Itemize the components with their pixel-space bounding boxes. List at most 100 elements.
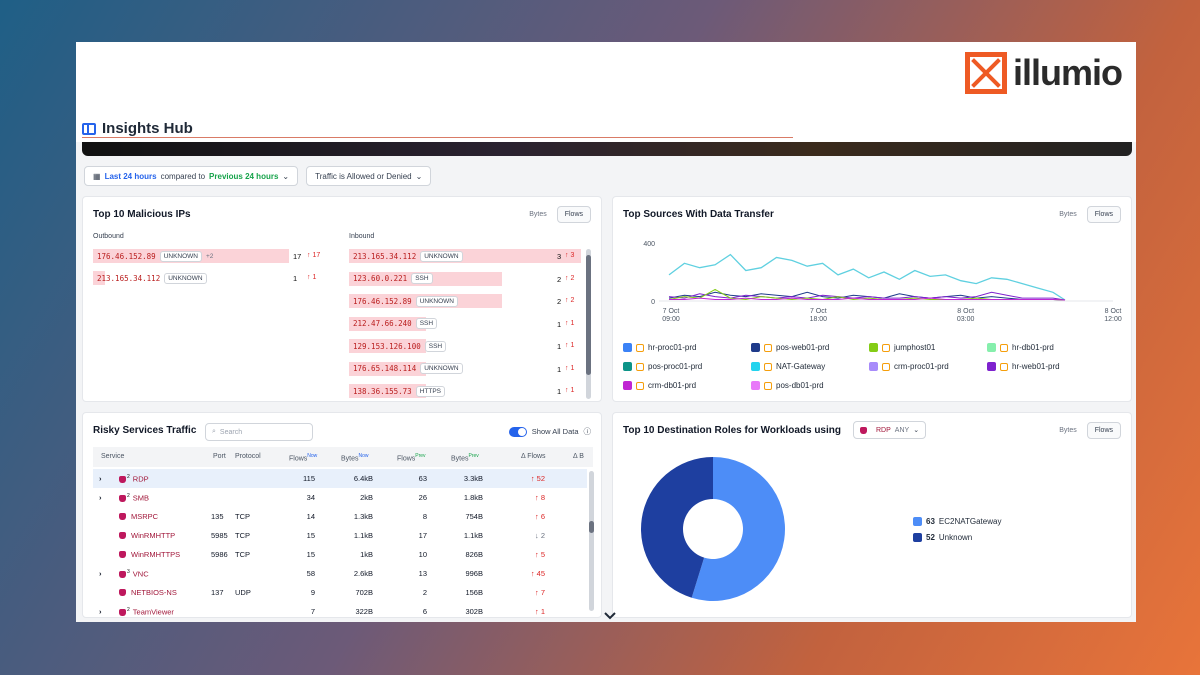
legend-item[interactable]: pos-db01-prd: [751, 381, 824, 390]
flows-prev-cell: 26: [418, 493, 427, 502]
col-bytes-prev[interactable]: BytesPrev: [451, 453, 479, 463]
col-delta-flows[interactable]: Δ Flows: [521, 453, 546, 460]
expand-row-icon[interactable]: ›: [99, 607, 102, 616]
col-delta-bytes[interactable]: Δ B: [573, 453, 584, 460]
inbound-ip-row[interactable]: 212.47.66.240 SSH 1 ↑ 1: [349, 316, 581, 331]
legend-checkbox[interactable]: [751, 343, 760, 352]
x-tick-label: 8 Oct 03:00: [957, 308, 975, 323]
table-row[interactable]: MSRPC 135 TCP 14 1.3kB 8 754B ↑ 6: [93, 507, 587, 526]
port-cell: 137: [211, 588, 224, 597]
table-row[interactable]: NETBIOS-NS 137 UDP 9 702B 2 156B ↑ 7: [93, 583, 587, 602]
inbound-ip-row[interactable]: 176.65.148.114 UNKNOWN 1 ↑ 1: [349, 361, 581, 376]
outbound-ip-row[interactable]: 176.46.152.89 UNKNOWN +2 17 ↑ 17: [93, 249, 329, 263]
table-row[interactable]: › 3 VNC 58 2.6kB 13 996B ↑ 45: [93, 564, 587, 583]
ip-count: 17: [293, 252, 302, 261]
legend-checkbox[interactable]: [751, 381, 760, 390]
legend-checkbox[interactable]: [623, 362, 632, 371]
bytes-toggle[interactable]: Bytes: [1059, 427, 1077, 434]
flows-now-cell: 7: [310, 607, 315, 616]
workload-icon: [764, 381, 772, 390]
protocol-cell: TCP: [235, 531, 250, 540]
legend-item[interactable]: 63 EC2NATGateway: [913, 517, 1001, 526]
show-all-toggle[interactable]: [508, 426, 527, 437]
search-icon: ⌕: [212, 428, 216, 435]
bytes-prev-cell: 1.1kB: [463, 531, 483, 540]
ip-address: 212.47.66.240: [353, 319, 412, 328]
top-sources-panel: Top Sources With Data Transfer Bytes Flo…: [612, 196, 1132, 402]
legend-item[interactable]: hr-web01-prd: [987, 362, 1060, 371]
legend-item[interactable]: hr-db01-prd: [987, 343, 1054, 352]
flows-toggle[interactable]: Flows: [1086, 422, 1121, 439]
workload-icon: [764, 362, 772, 371]
inbound-ip-row[interactable]: 138.36.155.73 HTTPS 1 ↑ 1: [349, 384, 581, 398]
ip-tag: UNKNOWN: [159, 250, 203, 262]
scrollbar-thumb[interactable]: [586, 255, 591, 375]
panel-title: Top 10 Destination Roles for Workloads u…: [623, 425, 841, 436]
legend-checkbox[interactable]: [869, 362, 878, 371]
inbound-ip-row[interactable]: 129.153.126.100 SSH 1 ↑ 1: [349, 339, 581, 353]
legend-item[interactable]: 52 Unknown: [913, 533, 972, 542]
flows-now-cell: 15: [306, 550, 315, 559]
dashboard-icon: [82, 122, 96, 135]
scroll-down-chevron-icon[interactable]: [604, 612, 616, 620]
metric-toggle: Bytes Flows: [1059, 422, 1121, 439]
legend-checkbox[interactable]: [987, 362, 996, 371]
col-bytes-now[interactable]: BytesNow: [341, 453, 369, 463]
service-scope: ANY: [894, 426, 910, 434]
service-filter[interactable]: RDP ANY ⌄: [853, 421, 927, 439]
col-flows-now[interactable]: FlowsNow: [289, 453, 318, 463]
time-range-filter[interactable]: ▦ Last 24 hours compared to Previous 24 …: [84, 166, 299, 186]
scrollbar-thumb[interactable]: [589, 521, 594, 533]
service-name: VNC: [132, 569, 149, 579]
inbound-ip-row[interactable]: 213.165.34.112 UNKNOWN 3 ↑ 3: [349, 249, 581, 263]
port-cell: 5986: [211, 550, 228, 559]
workload-icon: [636, 343, 644, 352]
table-row[interactable]: › 2 RDP 115 6.4kB 63 3.3kB ↑ 52: [93, 469, 587, 488]
legend-item[interactable]: crm-proc01-prd: [869, 362, 949, 371]
traffic-filter[interactable]: Traffic is Allowed or Denied ⌄: [306, 166, 432, 186]
delta-flows-cell: ↑ 1: [534, 607, 545, 616]
inbound-ip-row[interactable]: 176.46.152.89 UNKNOWN 2 ↑ 2: [349, 294, 581, 308]
legend-item[interactable]: NAT-Gateway: [751, 362, 825, 371]
delta-flows-cell: ↑ 6: [534, 512, 545, 521]
legend-item[interactable]: hr-proc01-prd: [623, 343, 696, 352]
legend-item[interactable]: pos-web01-prd: [751, 343, 829, 352]
scrollbar[interactable]: [589, 471, 594, 611]
expand-row-icon[interactable]: ›: [99, 474, 102, 483]
col-service[interactable]: Service: [101, 453, 125, 460]
col-flows-prev[interactable]: FlowsPrev: [397, 453, 426, 463]
legend-checkbox[interactable]: [913, 533, 922, 542]
legend-checkbox[interactable]: [869, 343, 878, 352]
col-protocol[interactable]: Protocol: [235, 453, 261, 460]
x-tick-label: 7 Oct 18:00: [810, 308, 828, 323]
expand-row-icon[interactable]: ›: [99, 569, 102, 578]
time-range-value: Last 24 hours: [104, 171, 157, 181]
ip-count: 1: [293, 274, 298, 283]
flows-toggle[interactable]: Flows: [556, 206, 591, 223]
legend-checkbox[interactable]: [751, 362, 760, 371]
header-banner: [82, 142, 1132, 156]
legend-checkbox[interactable]: [913, 517, 922, 526]
table-row[interactable]: WinRMHTTPS 5986 TCP 15 1kB 10 826B ↑ 5: [93, 545, 587, 564]
col-port[interactable]: Port: [213, 453, 226, 460]
bytes-now-cell: 1kB: [360, 550, 373, 559]
table-row[interactable]: › 2 TeamViewer 7 322B 6 302B ↑ 1: [93, 602, 587, 617]
outbound-ip-row[interactable]: 213.165.34.112 UNKNOWN 1 ↑ 1: [93, 271, 329, 285]
bytes-toggle[interactable]: Bytes: [1059, 211, 1077, 218]
inbound-ip-row[interactable]: 123.60.0.221 SSH 2 ↑ 2: [349, 271, 581, 286]
legend-checkbox[interactable]: [623, 343, 632, 352]
legend-item[interactable]: pos-proc01-prd: [623, 362, 702, 371]
service-name: RDP: [132, 474, 149, 484]
table-row[interactable]: WinRMHTTP 5985 TCP 15 1.1kB 17 1.1kB ↓ 2: [93, 526, 587, 545]
legend-item[interactable]: jumphost01: [869, 343, 935, 352]
info-icon[interactable]: ⓘ: [583, 427, 592, 436]
legend-checkbox[interactable]: [623, 381, 632, 390]
table-row[interactable]: › 2 SMB 34 2kB 26 1.8kB ↑ 8: [93, 488, 587, 507]
legend-label: hr-proc01-prd: [648, 343, 697, 352]
legend-item[interactable]: crm-db01-prd: [623, 381, 696, 390]
legend-checkbox[interactable]: [987, 343, 996, 352]
bytes-toggle[interactable]: Bytes: [529, 211, 547, 218]
search-input[interactable]: ⌕ Search: [205, 423, 313, 441]
flows-toggle[interactable]: Flows: [1086, 206, 1121, 223]
expand-row-icon[interactable]: ›: [99, 493, 102, 502]
